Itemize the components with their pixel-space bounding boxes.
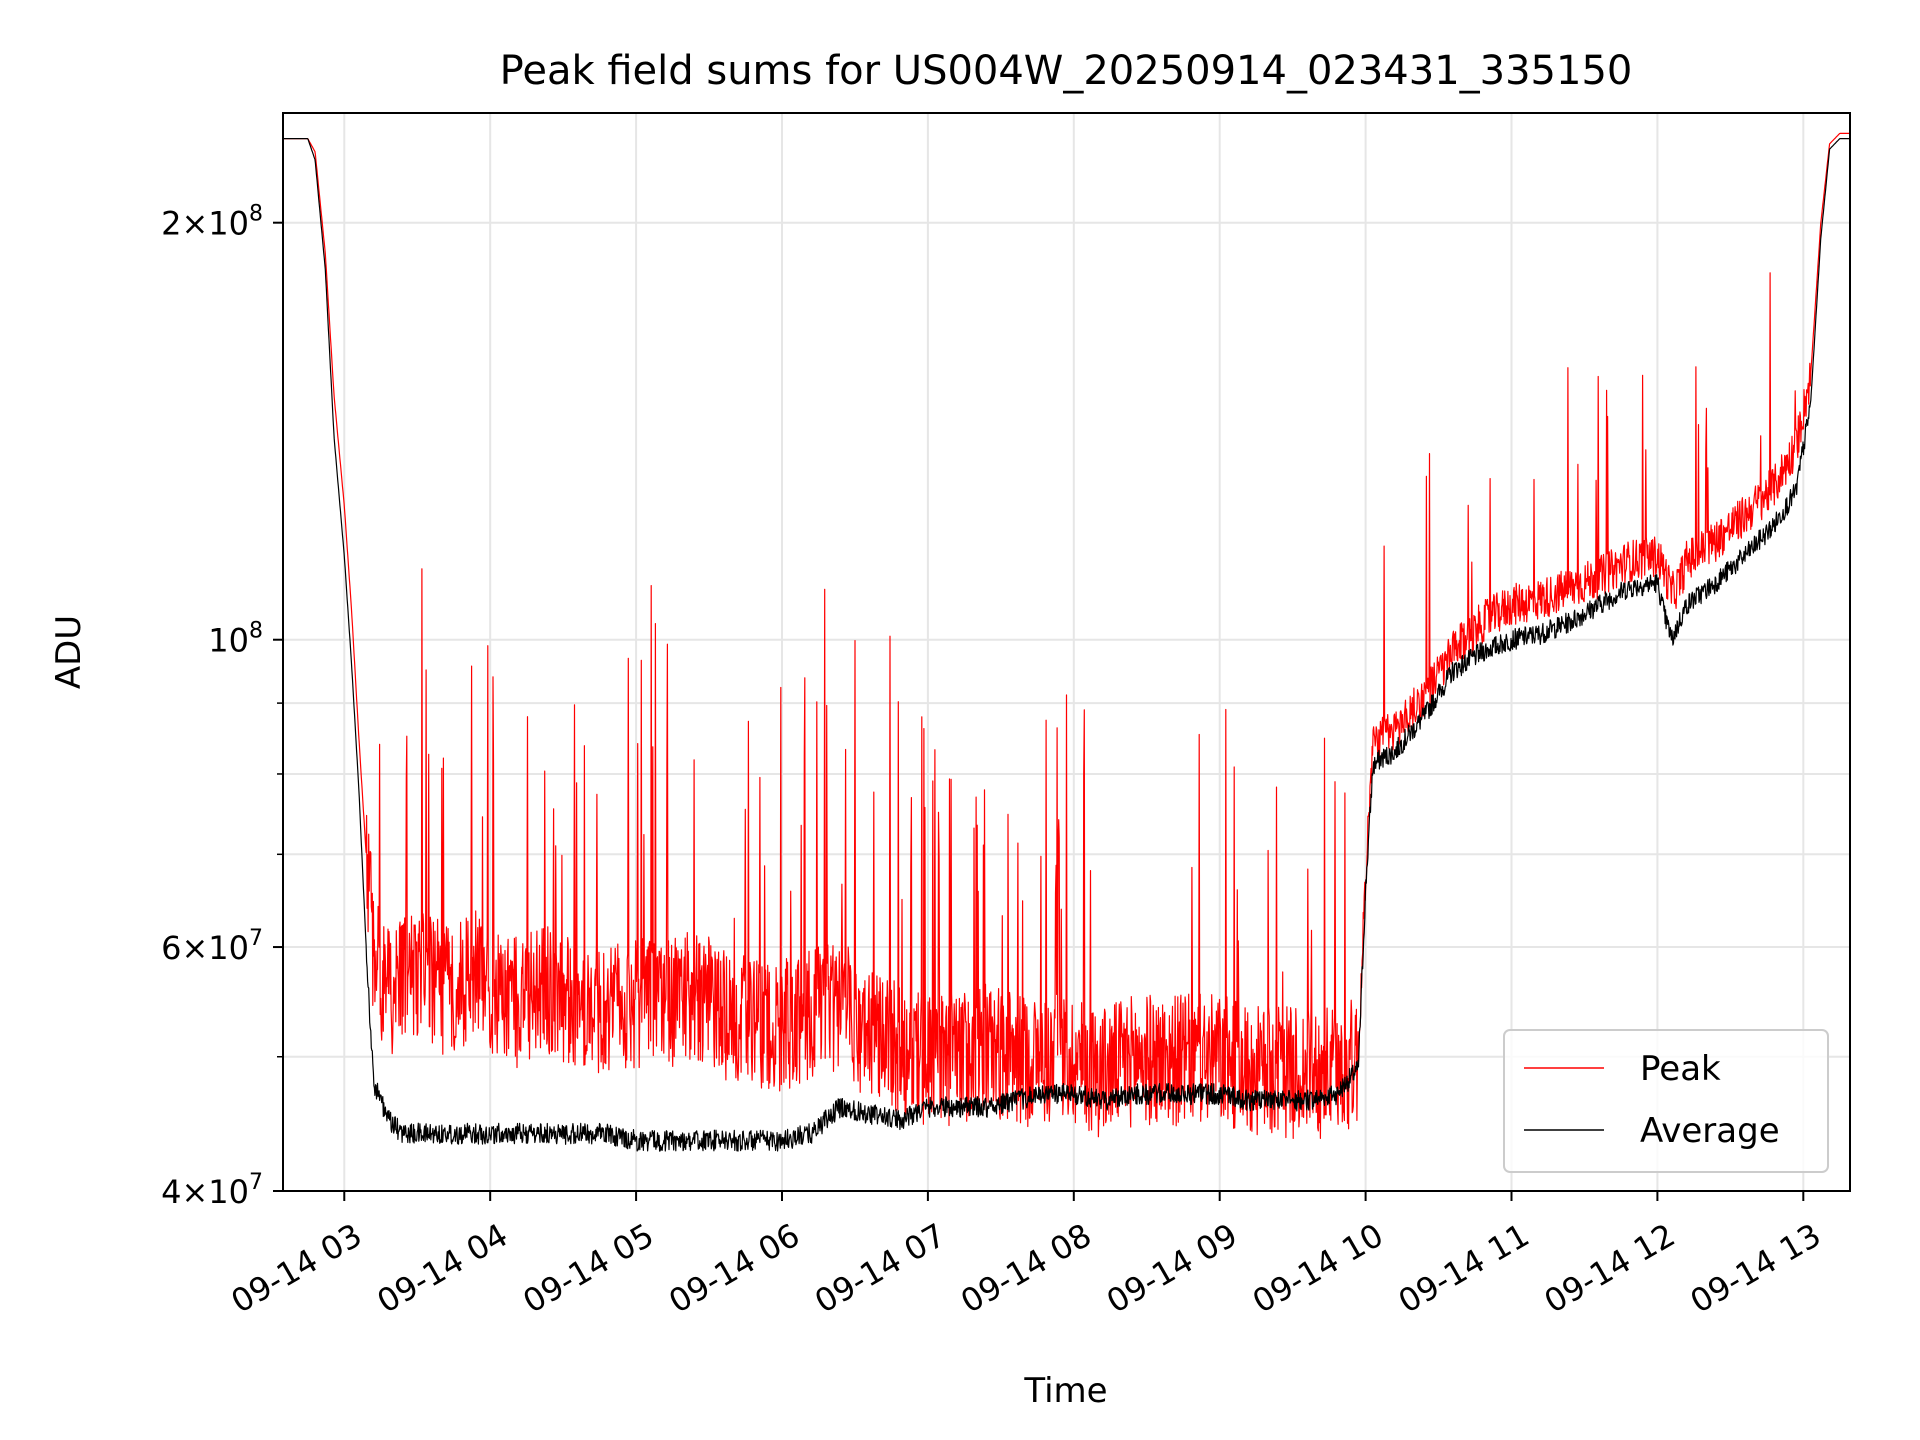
legend-box [1503, 1029, 1829, 1173]
plot-area-frame [282, 112, 1851, 1192]
y-axis: 4×107 6×107 108 2×108 [161, 202, 283, 1211]
y-tick-label: 108 [208, 619, 263, 660]
y-axis-label: ADU [49, 615, 89, 689]
y-tick-label: 6×107 [161, 926, 263, 967]
series-lines [282, 132, 1851, 1152]
y-tick-label: 4×107 [161, 1170, 263, 1211]
series-line-average [282, 138, 1851, 1152]
legend-label: Peak [1640, 1049, 1721, 1089]
legend-label: Average [1640, 1111, 1780, 1151]
chart-title: Peak field sums for US004W_20250914_0234… [500, 48, 1633, 94]
x-axis-label: Time [1023, 1371, 1107, 1411]
legend: Peak Average [1503, 1029, 1829, 1173]
y-tick-label: 2×108 [161, 202, 263, 243]
series-line-peak [282, 132, 1851, 1140]
